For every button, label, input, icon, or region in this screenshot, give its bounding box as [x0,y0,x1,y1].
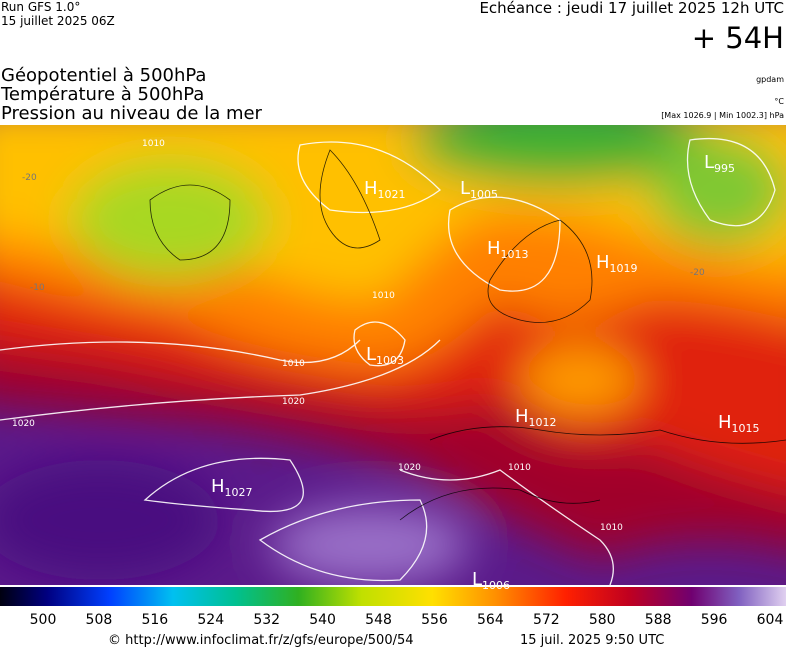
colorbar-tick-label: 604 [757,612,784,628]
pressure-center: H1027 [211,476,253,499]
colorbar-tick-label: 508 [86,612,113,628]
title: Géopotentiel à 500hPa [1,65,206,86]
unit: °C [774,97,784,106]
pressure-center: H1013 [487,238,529,261]
map [0,125,786,585]
colorbar-tick-label: 588 [645,612,672,628]
colorbar-tick-label: 556 [421,612,448,628]
colorbar-tick-label: 548 [365,612,392,628]
unit: gpdam [756,75,784,84]
isobar-label: -20 [690,268,705,278]
pressure-center: H1015 [718,412,760,435]
pressure-center: L1005 [460,178,498,201]
colorbar-tick-label: 572 [533,612,560,628]
isobar-label: 1010 [508,463,531,473]
colorbar-tick-label: 540 [309,612,336,628]
isobar-label: 1010 [372,291,395,301]
isobar-label: 1020 [12,419,35,429]
colorbar-tick-label: 532 [253,612,280,628]
run-date: 15 juillet 2025 06Z [1,14,115,28]
footer-url: © http://www.infoclimat.fr/z/gfs/europe/… [108,633,414,648]
isobar-label: 1020 [398,463,421,473]
isobar-label: 1010 [142,139,165,149]
isobar-label: 1020 [282,397,305,407]
pressure-center: H1021 [364,178,406,201]
isobar-label: 1010 [282,359,305,369]
isobar-label: -20 [22,173,37,183]
colorbar-tick-label: 516 [141,612,168,628]
colorbar-tick-label: 580 [589,612,616,628]
colorbar-tick-label: 564 [477,612,504,628]
run: Run GFS 1.0° [1,0,80,14]
isobar-label: 1010 [600,523,623,533]
pressure-center: L1003 [366,344,404,367]
colorbar-tick-label: 596 [701,612,728,628]
title: Pression au niveau de la mer [1,103,263,124]
title: Température à 500hPa [0,84,204,105]
footer-date: 15 juil. 2025 9:50 UTC [520,633,664,648]
pressure-center: H1019 [596,252,638,275]
colorbar-tick-label: 500 [30,612,57,628]
pressure-center: L995 [704,152,735,175]
lead: + 54H [692,21,784,55]
valid: Echéance : jeudi 17 juillet 2025 12h UTC [479,0,784,17]
pressure-center: H1012 [515,406,557,429]
pressure-center: L1006 [472,569,510,592]
colorbar-tick-label: 524 [197,612,224,628]
isobar-label: -10 [30,283,45,293]
unit: [Max 1026.9 | Min 1002.3] hPa [661,111,784,120]
colorbar [0,587,786,606]
